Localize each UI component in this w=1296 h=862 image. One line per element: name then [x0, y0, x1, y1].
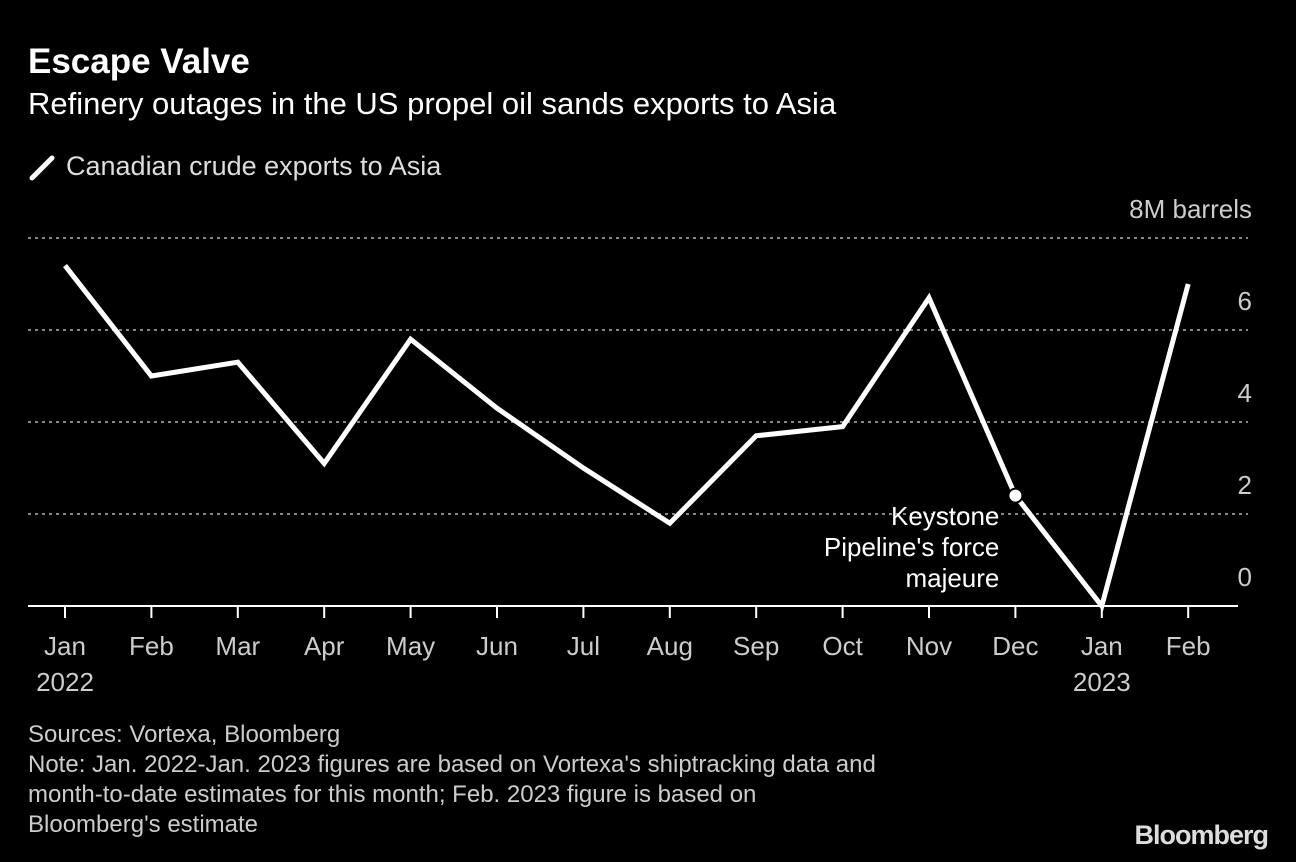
x-tick-label: Jul [566, 631, 601, 661]
x-tick-label: Oct [822, 631, 863, 661]
x-tick-label: Apr [303, 631, 345, 661]
brand-logo: Bloomberg [1134, 820, 1269, 850]
y-tick-label: 2 [1237, 470, 1252, 500]
x-tick-label: Jan 2022 [36, 631, 94, 697]
y-tick-label: 6 [1237, 286, 1252, 316]
x-tick-label: Jun [476, 631, 518, 661]
annotation-marker [1007, 487, 1024, 504]
legend-label: Canadian crude exports to Asia [66, 151, 442, 181]
y-tick-label: 0 [1237, 562, 1252, 592]
x-tick-label: Dec [992, 631, 1039, 661]
source: Sources: Vortexa, Bloomberg [28, 721, 341, 748]
x-tick-label: Mar [215, 631, 261, 661]
x-tick-label: Feb [1165, 631, 1211, 661]
legend-icon [29, 155, 55, 181]
x-tick-label: Jan 2023 [1072, 631, 1131, 697]
line [63, 264, 1191, 612]
x-tick-label: Sep [733, 631, 780, 661]
annotation: Keystone Pipeline's force majeure [823, 500, 1000, 593]
x-tick-label: Aug [646, 631, 693, 661]
chart-title: Escape Valve [28, 42, 250, 81]
y-tick-label: 8M barrels [1129, 194, 1252, 224]
chart-subtitle: Refinery outages in the US propel oil sa… [28, 86, 837, 121]
x-tick-label: Nov [905, 631, 953, 661]
x-tick-label: May [386, 631, 436, 661]
x-tick-label: Feb [128, 631, 174, 661]
note: Note: Jan. 2022-Jan. 2023 figures are ba… [28, 751, 876, 838]
y-tick-label: 4 [1237, 378, 1252, 408]
